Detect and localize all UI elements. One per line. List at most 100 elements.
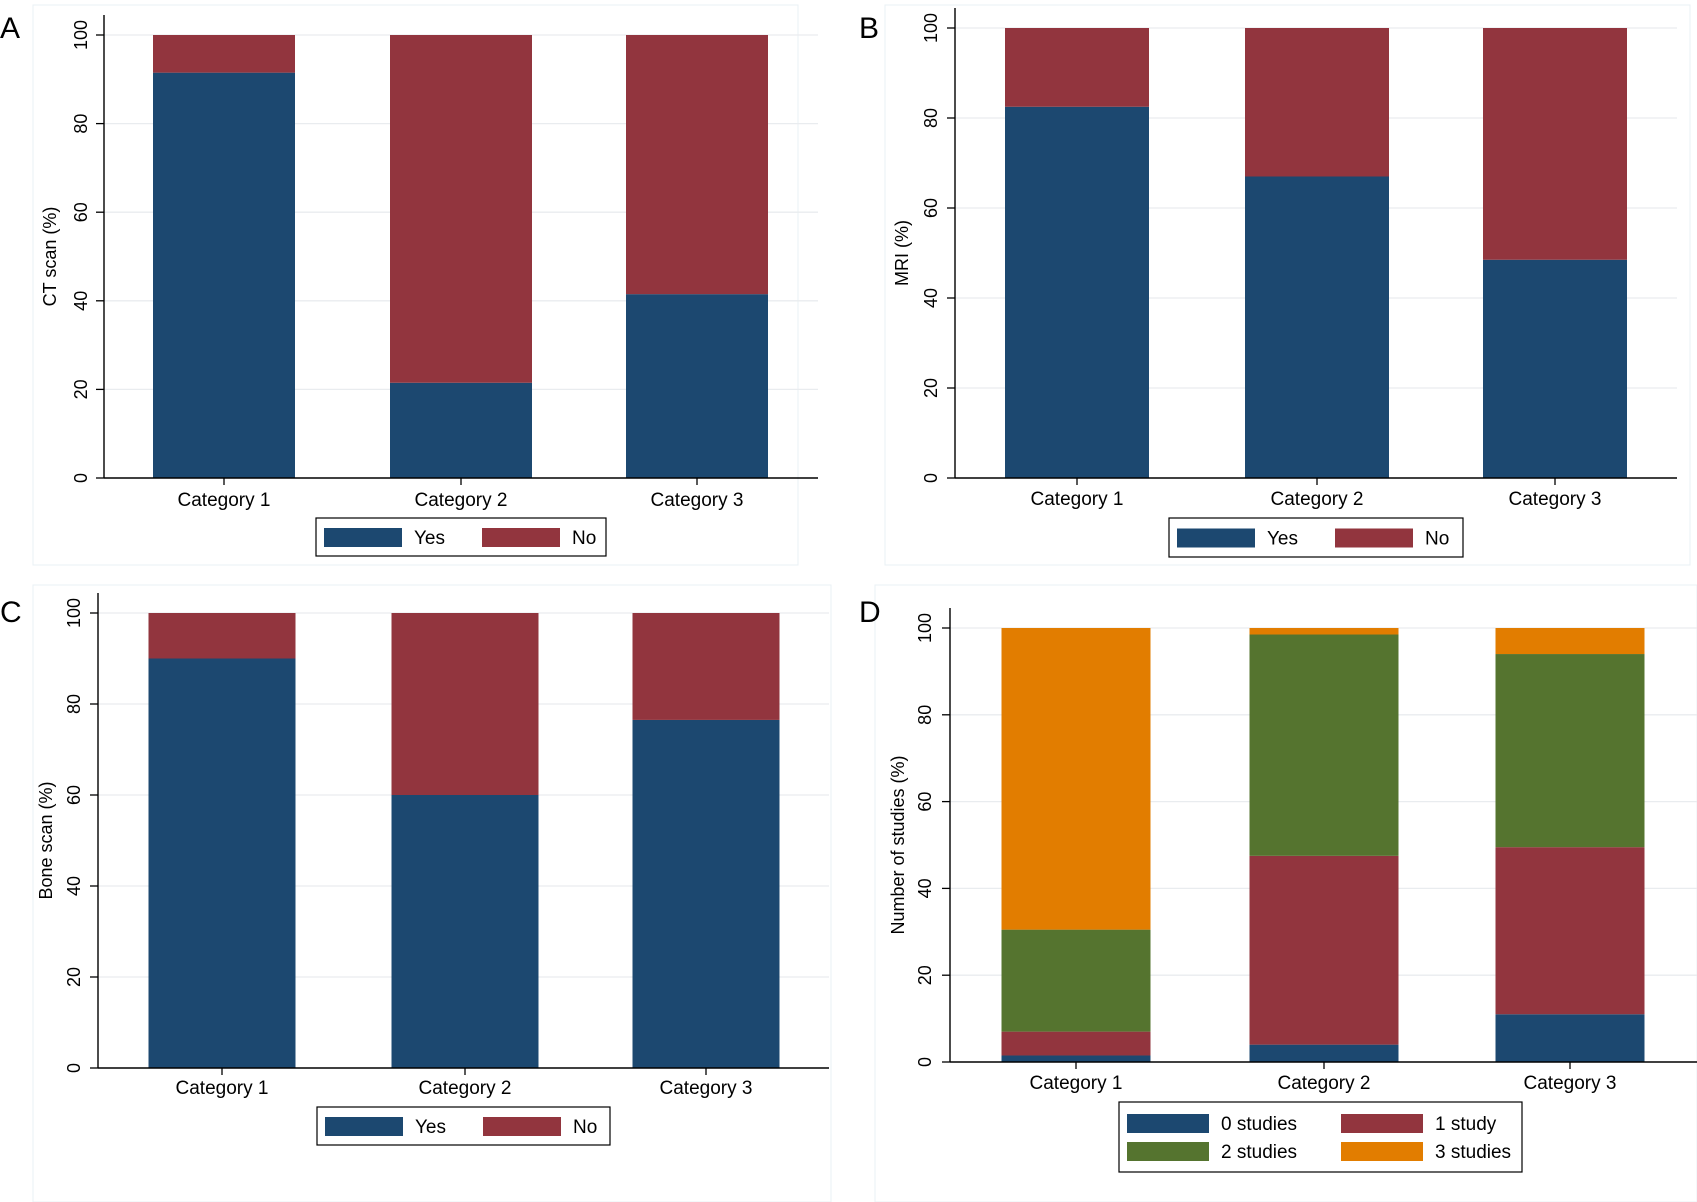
panel-a-bar-1-no (153, 35, 295, 73)
panel-c-xtick-label: Category 2 (419, 1078, 512, 1099)
panel-a-ytick-label: 100 (71, 20, 91, 50)
panel-b-ytick-label: 0 (921, 473, 941, 483)
panel-a-ytick-label: 40 (71, 291, 91, 311)
panel-c-ytick-label: 20 (64, 967, 84, 987)
panel-d-bar-2-0-studies (1249, 1044, 1399, 1062)
panel-b-ytick-label: 80 (921, 108, 941, 128)
panel-d-xtick-label: Category 3 (1524, 1073, 1617, 1094)
panel-a-ylabel: CT scan (%) (40, 207, 60, 307)
panel-d-xtick-label: Category 2 (1278, 1073, 1371, 1094)
panel-b-bar-1-no (1005, 28, 1149, 107)
panel-d-legend-swatch (1127, 1142, 1209, 1161)
panel-b-bar-3-yes (1483, 259, 1627, 478)
panel-a-legend: Yes No (315, 517, 607, 557)
panel-d-bar-1-2-studies (1001, 929, 1151, 1032)
panel-d-legend-label: 1 study (1435, 1114, 1497, 1135)
panel-c-ytick-label: 40 (64, 876, 84, 896)
panel-d-bar-1-3-studies (1001, 628, 1151, 930)
panel-d-legend-swatch (1127, 1114, 1209, 1133)
panel-a-xtick-label: Category 1 (178, 490, 271, 511)
panel-b-xtick-label: Category 2 (1271, 489, 1364, 510)
panel-c-bar-2-yes (391, 795, 539, 1068)
panel-c-legend-swatch (483, 1117, 561, 1136)
panel-d-legend: 0 studies 1 study 2 studies 3 studies (1118, 1101, 1523, 1173)
panel-d-legend-label: 0 studies (1221, 1114, 1297, 1135)
panel-a-legend-swatch (324, 528, 402, 547)
panel-d-ytick-label: 80 (915, 705, 935, 725)
panel-b-bar-2-yes (1245, 176, 1389, 478)
panel-c-bar-2-no (391, 613, 539, 795)
panel-d-letter: D (859, 596, 881, 629)
panel-a-bar-3-yes (626, 294, 768, 478)
panel-a-bar-1-yes (153, 72, 295, 478)
panel-d-legend-label: 2 studies (1221, 1142, 1297, 1163)
panel-c-ytick-label: 80 (64, 694, 84, 714)
panel-a: A 0 20 40 60 80 100 Category 1 Category 2 Categor… (0, 4, 818, 566)
panel-d-ylabel: Number of studies (%) (888, 755, 908, 934)
panel-d-bar-1-0-studies (1001, 1055, 1151, 1062)
panel-d-bar-3-1-study (1495, 847, 1645, 1015)
panel-b-legend: Yes No (1168, 517, 1464, 558)
panel-d-legend-swatch (1341, 1142, 1423, 1161)
panel-b-bar-3-no (1483, 28, 1627, 260)
panel-c-ylabel: Bone scan (%) (36, 781, 56, 899)
panel-b-letter: B (859, 12, 879, 45)
panel-a-bar-2-yes (390, 382, 532, 478)
panel-b-xtick-label: Category 1 (1031, 489, 1124, 510)
panel-b-legend-label: Yes (1267, 529, 1298, 550)
panel-b-legend-swatch (1335, 528, 1413, 548)
panel-c-legend-label: No (573, 1117, 597, 1138)
panel-a-xtick-label: Category 3 (651, 490, 744, 511)
panel-b-bar-1-yes (1005, 106, 1149, 478)
panel-d-xtick-label: Category 1 (1030, 1073, 1123, 1094)
panel-d-bar-3-3-studies (1495, 628, 1645, 655)
panel-a-bar-2-no (390, 35, 532, 383)
panel-c: C 0 20 40 60 80 100 Category 1 Category 2 Categor… (0, 584, 832, 1202)
panel-d: D 0 20 40 60 80 100 Category 1 Category 2 Categor… (859, 584, 1697, 1202)
panel-c-ytick-label: 60 (64, 785, 84, 805)
panel-a-xtick-label: Category 2 (415, 490, 508, 511)
panel-d-bar-3-2-studies (1495, 654, 1645, 848)
panel-c-legend-swatch (325, 1117, 403, 1136)
panel-c-letter: C (0, 596, 22, 629)
panel-d-ytick-label: 20 (915, 965, 935, 985)
panel-a-ytick-label: 60 (71, 202, 91, 222)
panel-d-ytick-label: 40 (915, 878, 935, 898)
panel-b-xtick-label: Category 3 (1509, 489, 1602, 510)
panel-d-ytick-label: 100 (915, 613, 935, 643)
panel-c-legend-label: Yes (415, 1117, 446, 1138)
panel-b-ylabel: MRI (%) (892, 220, 912, 286)
panel-a-bar-3-no (626, 35, 768, 295)
panel-d-legend-label: 3 studies (1435, 1142, 1511, 1163)
panel-b-ytick-label: 20 (921, 378, 941, 398)
panel-b-ytick-label: 100 (921, 13, 941, 43)
panel-d-ytick-label: 60 (915, 792, 935, 812)
panel-d-bar-2-3-studies (1249, 628, 1399, 635)
panel-a-ytick-label: 0 (71, 473, 91, 483)
panel-c-bar-1-no (148, 613, 296, 659)
panel-d-ytick-label: 0 (915, 1057, 935, 1067)
panel-c-ytick-label: 100 (64, 598, 84, 628)
panel-a-ytick-label: 80 (71, 114, 91, 134)
panel-d-bar-2-1-study (1249, 855, 1399, 1045)
panel-c-bar-3-no (632, 613, 780, 720)
panel-d-legend-swatch (1341, 1114, 1423, 1133)
panel-c-ytick-label: 0 (64, 1063, 84, 1073)
panel-c-xtick-label: Category 1 (176, 1078, 269, 1099)
panel-b-ytick-label: 60 (921, 198, 941, 218)
panel-c-xtick-label: Category 3 (660, 1078, 753, 1099)
panel-c-legend: Yes No (316, 1106, 611, 1146)
panel-a-ytick-label: 20 (71, 379, 91, 399)
panel-a-letter: A (0, 12, 20, 45)
panel-b: B 0 20 40 60 80 100 Category 1 Category 2 Categor… (859, 4, 1691, 566)
panel-c-bar-1-yes (148, 658, 296, 1068)
panel-b-ytick-label: 40 (921, 288, 941, 308)
panel-a-legend-swatch (482, 528, 560, 547)
panel-a-legend-label: No (572, 528, 596, 549)
panel-a-legend-label: Yes (414, 528, 445, 549)
panel-d-bar-2-2-studies (1249, 634, 1399, 856)
panel-b-bar-2-no (1245, 28, 1389, 177)
panel-b-legend-swatch (1177, 528, 1255, 548)
panel-d-bar-3-0-studies (1495, 1014, 1645, 1062)
